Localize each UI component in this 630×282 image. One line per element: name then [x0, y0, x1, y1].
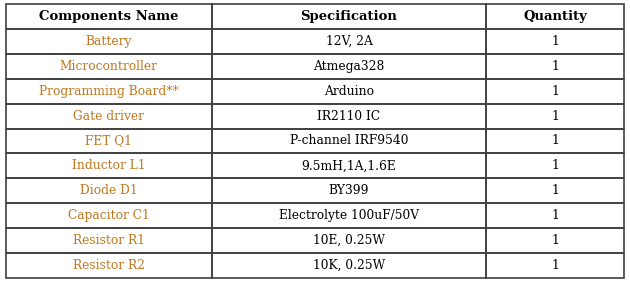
- Text: 1: 1: [551, 135, 559, 147]
- Text: Atmega328: Atmega328: [313, 60, 385, 73]
- Text: 9.5mH,1A,1.6E: 9.5mH,1A,1.6E: [302, 159, 396, 172]
- Bar: [6, 104, 212, 129]
- Text: 1: 1: [551, 60, 559, 73]
- Text: IR2110 IC: IR2110 IC: [318, 110, 381, 123]
- Text: Programming Board**: Programming Board**: [39, 85, 179, 98]
- Bar: [486, 54, 624, 79]
- Text: Battery: Battery: [86, 35, 132, 48]
- Bar: [212, 29, 486, 54]
- Bar: [212, 178, 486, 203]
- Bar: [6, 253, 212, 278]
- Bar: [486, 4, 624, 29]
- Bar: [6, 79, 212, 104]
- Text: 1: 1: [551, 35, 559, 48]
- Bar: [212, 79, 486, 104]
- Text: Microcontroller: Microcontroller: [60, 60, 158, 73]
- Bar: [212, 203, 486, 228]
- Text: Diode D1: Diode D1: [80, 184, 138, 197]
- Bar: [6, 228, 212, 253]
- Bar: [486, 129, 624, 153]
- Text: 12V, 2A: 12V, 2A: [326, 35, 372, 48]
- Text: Specification: Specification: [301, 10, 398, 23]
- Text: 1: 1: [551, 259, 559, 272]
- Text: 1: 1: [551, 85, 559, 98]
- Text: Resistor R2: Resistor R2: [73, 259, 145, 272]
- Bar: [6, 178, 212, 203]
- Bar: [486, 79, 624, 104]
- Text: Arduino: Arduino: [324, 85, 374, 98]
- Text: Components Name: Components Name: [39, 10, 179, 23]
- Text: P-channel IRF9540: P-channel IRF9540: [290, 135, 408, 147]
- Bar: [486, 29, 624, 54]
- Bar: [486, 153, 624, 178]
- Text: 1: 1: [551, 209, 559, 222]
- Text: 1: 1: [551, 110, 559, 123]
- Bar: [486, 104, 624, 129]
- Bar: [486, 203, 624, 228]
- Text: Resistor R1: Resistor R1: [73, 234, 145, 247]
- Text: Electrolyte 100uF/50V: Electrolyte 100uF/50V: [279, 209, 419, 222]
- Text: Gate driver: Gate driver: [74, 110, 144, 123]
- Text: BY399: BY399: [329, 184, 369, 197]
- Text: FET Q1: FET Q1: [86, 135, 132, 147]
- Bar: [486, 178, 624, 203]
- Text: 1: 1: [551, 234, 559, 247]
- Text: Capacitor C1: Capacitor C1: [68, 209, 150, 222]
- Bar: [486, 253, 624, 278]
- Bar: [212, 129, 486, 153]
- Bar: [212, 253, 486, 278]
- Bar: [6, 203, 212, 228]
- Text: Quantity: Quantity: [523, 10, 587, 23]
- Bar: [212, 104, 486, 129]
- Bar: [486, 228, 624, 253]
- Bar: [212, 4, 486, 29]
- Bar: [212, 228, 486, 253]
- Text: 1: 1: [551, 184, 559, 197]
- Bar: [6, 29, 212, 54]
- Text: 10E, 0.25W: 10E, 0.25W: [313, 234, 385, 247]
- Text: 1: 1: [551, 159, 559, 172]
- Text: 10K, 0.25W: 10K, 0.25W: [313, 259, 385, 272]
- Bar: [6, 153, 212, 178]
- Bar: [6, 54, 212, 79]
- Bar: [6, 4, 212, 29]
- Text: Inductor L1: Inductor L1: [72, 159, 146, 172]
- Bar: [212, 153, 486, 178]
- Bar: [6, 129, 212, 153]
- Bar: [212, 54, 486, 79]
